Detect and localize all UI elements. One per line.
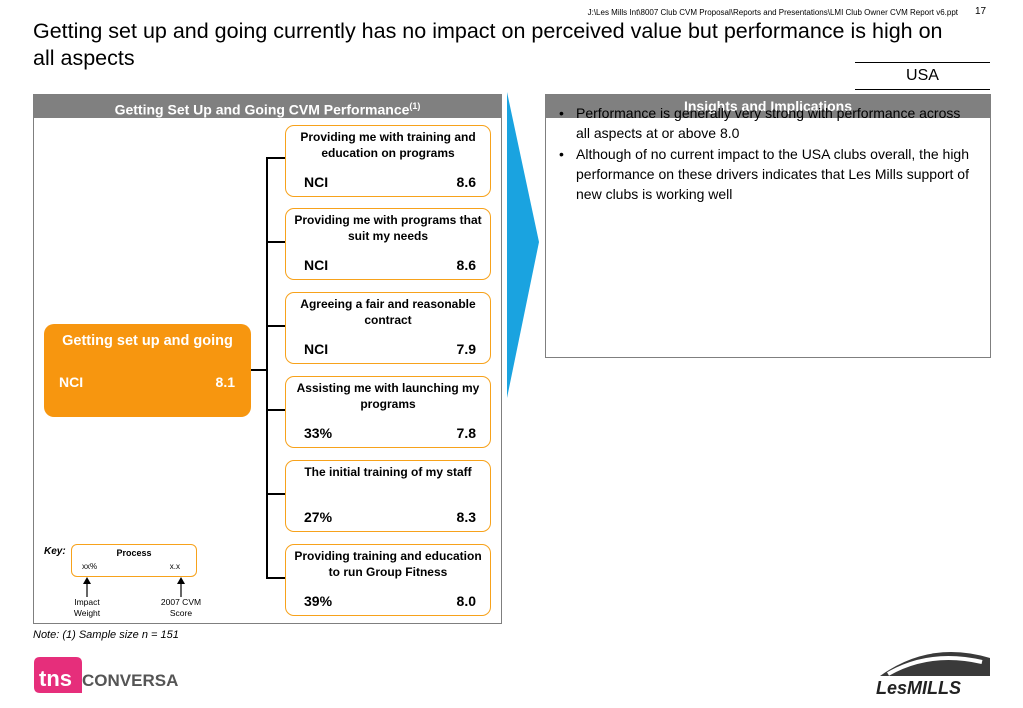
main-driver-node: Getting set up and going NCI 8.1 bbox=[44, 324, 251, 417]
connector-branch bbox=[266, 577, 286, 579]
connector-branch bbox=[266, 409, 286, 411]
driver-score: 8.6 bbox=[456, 257, 476, 273]
driver-weight: NCI bbox=[304, 257, 329, 273]
file-path: J:\Les Mills Int\8007 Club CVM Proposal\… bbox=[587, 8, 958, 17]
driver-node: Providing me with training and education… bbox=[285, 125, 491, 197]
key-label: Key: bbox=[44, 546, 66, 557]
insights-panel: Insights and Implications • Performance i… bbox=[545, 94, 991, 358]
driver-weight: 33% bbox=[304, 425, 333, 441]
tns-conversa-logo: tns CONVERSA bbox=[34, 657, 178, 693]
key-weight-caption: Impact Weight bbox=[73, 597, 101, 618]
driver-label: Agreeing a fair and reasonable contract bbox=[300, 297, 476, 327]
footnote: Note: (1) Sample size n = 151 bbox=[33, 629, 179, 641]
driver-score: 8.0 bbox=[456, 593, 476, 609]
connector-main bbox=[251, 369, 268, 371]
connector-branch bbox=[266, 157, 286, 159]
driver-node: Assisting me with launching my programs … bbox=[285, 376, 491, 448]
les-mills-logo: LesMILLS bbox=[876, 652, 990, 698]
page-number: 17 bbox=[975, 6, 987, 17]
driver-weight: 39% bbox=[304, 593, 333, 609]
driver-score: 8.6 bbox=[456, 174, 476, 190]
driver-label: Providing me with training and education… bbox=[300, 130, 476, 160]
chevron-arrow-icon bbox=[507, 92, 539, 398]
driver-label: Providing me with programs that suit my … bbox=[294, 213, 482, 243]
slide-title: Getting set up and going currently has n… bbox=[33, 19, 943, 70]
svg-text:LesMILLS: LesMILLS bbox=[876, 678, 961, 698]
main-driver-label: Getting set up and going bbox=[62, 333, 233, 349]
insight-item: • Although of no current impact to the US… bbox=[559, 146, 970, 202]
driver-score: 7.9 bbox=[456, 341, 476, 357]
main-driver-weight: NCI bbox=[59, 374, 84, 390]
region-label: USA bbox=[906, 67, 939, 84]
driver-label: The initial training of my staff bbox=[304, 465, 472, 479]
key-title: Process bbox=[116, 548, 152, 558]
driver-node: The initial training of my staff 27% 8.3 bbox=[285, 460, 491, 532]
driver-weight: NCI bbox=[304, 174, 329, 190]
region-rule-top bbox=[855, 62, 990, 63]
insights-panel-heading: Insights and Implications bbox=[546, 95, 990, 118]
driver-score: 7.8 bbox=[456, 425, 476, 441]
connector-spine bbox=[266, 157, 268, 579]
insight-item: • Performance is generally very strong wi… bbox=[559, 105, 961, 141]
insights-list: • Performance is generally very strong wi… bbox=[556, 103, 976, 205]
key-arrows bbox=[83, 577, 185, 597]
key-box: Process xx% x.x bbox=[71, 544, 197, 577]
key-score: x.x bbox=[169, 562, 180, 571]
key-weight: xx% bbox=[82, 562, 98, 571]
main-driver-score: 8.1 bbox=[215, 374, 235, 390]
region-rule-bottom bbox=[855, 89, 990, 90]
connector-branch bbox=[266, 241, 286, 243]
connector-branch bbox=[266, 325, 286, 327]
driver-label: Providing training and education to run … bbox=[294, 549, 482, 579]
performance-panel-heading: Getting Set Up and Going CVM Performance… bbox=[34, 95, 501, 118]
driver-label: Assisting me with launching my programs bbox=[296, 381, 480, 411]
key-score-caption: 2007 CVM Score bbox=[160, 597, 202, 618]
svg-text:CONVERSA: CONVERSA bbox=[82, 671, 178, 690]
driver-score: 8.3 bbox=[456, 509, 476, 525]
driver-weight: 27% bbox=[304, 509, 333, 525]
driver-weight: NCI bbox=[304, 341, 329, 357]
svg-text:tns: tns bbox=[39, 666, 72, 691]
driver-node: Agreeing a fair and reasonable contract … bbox=[285, 292, 491, 364]
connector-branch bbox=[266, 493, 286, 495]
driver-node: Providing me with programs that suit my … bbox=[285, 208, 491, 280]
driver-node: Providing training and education to run … bbox=[285, 544, 491, 616]
